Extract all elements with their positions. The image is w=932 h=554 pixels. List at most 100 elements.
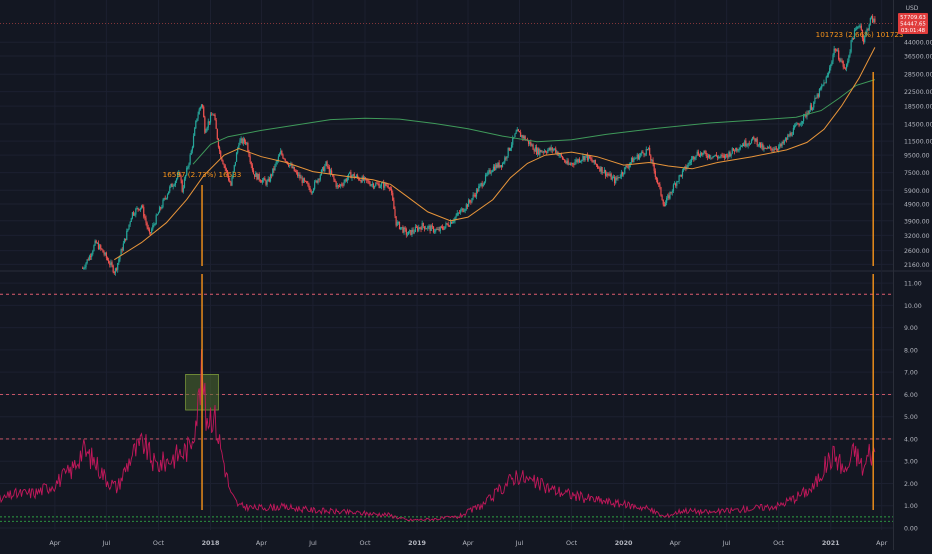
candle[interactable] [426,228,428,230]
candle[interactable] [801,121,804,124]
candle[interactable] [793,125,796,128]
candle[interactable] [372,183,375,188]
candle[interactable] [808,110,810,115]
candle[interactable] [570,163,573,165]
candle[interactable] [465,204,467,210]
candle[interactable] [565,161,567,164]
candle[interactable] [346,177,349,182]
candle[interactable] [350,172,352,179]
candle[interactable] [506,156,508,159]
candle[interactable] [602,172,604,174]
candle[interactable] [693,156,695,160]
candle[interactable] [108,259,110,264]
candle[interactable] [461,208,463,211]
candle[interactable] [582,156,584,160]
candle[interactable] [479,184,481,187]
candle[interactable] [97,243,100,250]
candle[interactable] [868,24,870,30]
candle[interactable] [804,113,806,115]
candle[interactable] [524,136,526,140]
candle[interactable] [213,114,215,116]
candle[interactable] [105,252,107,258]
candle[interactable] [800,123,802,125]
candle[interactable] [181,180,183,192]
candle[interactable] [439,226,441,231]
candle[interactable] [870,16,873,19]
candle[interactable] [182,187,184,192]
candle[interactable] [135,208,137,215]
candle[interactable] [780,144,782,147]
candle[interactable] [618,177,620,179]
candle[interactable] [698,155,701,157]
candle[interactable] [763,147,765,150]
candle[interactable] [230,182,232,186]
candle[interactable] [131,212,134,219]
candle[interactable] [374,186,376,188]
candle[interactable] [499,165,501,168]
candle[interactable] [676,181,678,186]
candle[interactable] [218,147,221,152]
candle[interactable] [517,129,519,132]
candle[interactable] [826,75,828,78]
candle[interactable] [315,180,317,182]
candle[interactable] [809,105,811,111]
candle[interactable] [495,164,497,171]
candle[interactable] [282,154,284,159]
candle[interactable] [436,229,438,231]
candle[interactable] [853,30,856,39]
candle[interactable] [299,174,301,179]
candle[interactable] [169,186,171,192]
candle[interactable] [835,50,838,52]
candle[interactable] [84,267,86,268]
candle[interactable] [111,262,113,266]
candle[interactable] [849,51,851,56]
candle[interactable] [664,202,667,207]
candle[interactable] [155,215,157,225]
candle[interactable] [122,243,124,251]
candle[interactable] [139,207,141,211]
candle[interactable] [598,167,600,169]
candle[interactable] [206,127,208,131]
candle[interactable] [204,117,206,133]
candle[interactable] [430,225,432,231]
candle[interactable] [226,170,229,176]
candle[interactable] [833,48,835,55]
candle[interactable] [484,174,487,182]
candle[interactable] [842,61,844,67]
candle[interactable] [456,212,458,216]
candle[interactable] [510,144,513,149]
candle[interactable] [469,200,471,202]
candle[interactable] [291,164,293,169]
candle[interactable] [317,178,319,183]
candle[interactable] [537,148,539,155]
candle[interactable] [636,154,638,158]
candle[interactable] [431,225,433,227]
candle[interactable] [735,147,737,152]
candle[interactable] [829,67,831,73]
candle[interactable] [154,224,156,226]
candle[interactable] [394,209,396,217]
candle[interactable] [220,151,222,158]
candle[interactable] [209,114,212,123]
candle[interactable] [123,238,126,244]
candle[interactable] [189,154,191,164]
candle[interactable] [400,227,402,230]
candle[interactable] [153,224,155,226]
candle[interactable] [806,113,808,117]
candle[interactable] [410,230,412,235]
candle[interactable] [660,187,662,196]
candle[interactable] [258,173,260,180]
candle[interactable] [338,185,341,187]
candle[interactable] [401,227,403,228]
candle[interactable] [581,159,583,161]
candle[interactable] [334,179,336,182]
candle[interactable] [239,140,241,146]
candle[interactable] [490,172,492,174]
candle[interactable] [191,146,194,151]
candle[interactable] [162,200,164,208]
candle[interactable] [246,143,248,144]
price-pane[interactable]: 16597 (2.73%) 16533 101723 (2.66%) 101723 [0,14,904,276]
candle[interactable] [409,230,411,232]
candle[interactable] [180,176,182,181]
candle[interactable] [512,137,514,145]
